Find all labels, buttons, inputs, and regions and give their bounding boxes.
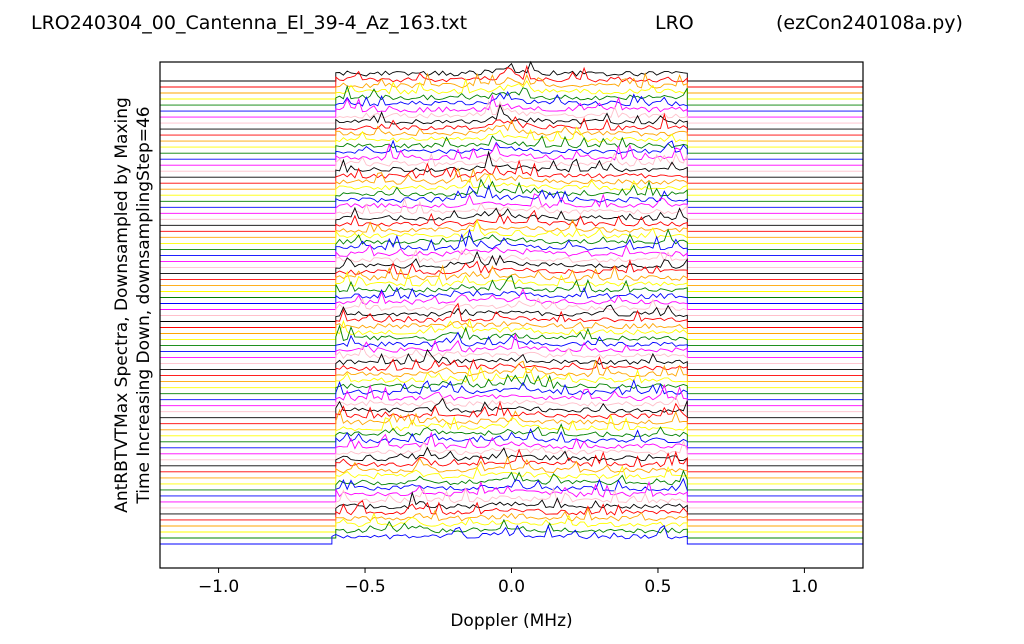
spectrum-trace — [160, 379, 863, 401]
spectrum-trace — [160, 344, 863, 365]
spectrum-trace — [160, 431, 863, 455]
spectrum-trace — [160, 365, 863, 389]
spectrum-trace — [160, 477, 863, 497]
spectrum-trace — [160, 373, 863, 395]
y-axis-label: AntRBTVTMax Spectra, Downsampled by Maxi… — [108, 62, 158, 548]
spectrum-trace — [160, 259, 863, 280]
spectrum-trace — [160, 126, 863, 148]
spectrum-trace — [160, 142, 863, 166]
spectrum-trace — [160, 304, 863, 322]
spectrum-trace — [160, 507, 863, 527]
spectrum-trace — [160, 218, 863, 244]
x-axis-label: Doppler (MHz) — [450, 611, 572, 631]
spectrum-trace — [160, 173, 863, 196]
spectrum-trace — [160, 60, 863, 82]
spectrum-trace — [160, 286, 863, 304]
program-label: (ezCon240108a.py) — [776, 12, 963, 34]
x-tick-label: −1.0 — [198, 577, 239, 597]
spectrum-trace — [160, 348, 863, 371]
spectrum-trace — [160, 332, 863, 359]
spectrum-trace — [160, 469, 863, 491]
spectrum-trace — [160, 428, 863, 449]
spectrum-trace — [160, 197, 863, 220]
x-tick-label: 0.5 — [644, 577, 671, 597]
spectrum-trace — [160, 244, 863, 262]
spectrum-trace — [160, 331, 863, 353]
y-axis-label-line-2: Time Increasing Down, downsamplingStep=4… — [134, 106, 154, 504]
spectrum-trace — [160, 297, 863, 316]
spectrum-trace — [160, 320, 863, 334]
spectrum-trace — [160, 287, 863, 310]
spectrum-trace — [160, 518, 863, 539]
spectrum-trace — [160, 355, 863, 377]
spectrum-trace — [160, 228, 863, 256]
spectrum-trace — [160, 184, 863, 208]
spectrum-trace — [160, 119, 863, 142]
spectrum-trace — [160, 77, 863, 100]
x-tick-label: 0.0 — [498, 577, 525, 597]
spectrum-trace — [160, 209, 863, 232]
spectrum-trace — [160, 193, 863, 214]
x-tick-label: 1.0 — [791, 577, 818, 597]
spectrum-trace — [160, 395, 863, 413]
spectrum-trace — [160, 99, 863, 124]
spectrum-trace — [160, 250, 863, 274]
spectrum-trace — [160, 383, 863, 407]
x-axis-ticks: −1.0 −0.5 0.0 0.5 1.0 — [198, 568, 818, 597]
spectrum-trace — [160, 84, 863, 106]
spectrum-trace — [160, 264, 863, 286]
spectrum-trace — [160, 318, 863, 341]
spectrum-trace — [160, 218, 863, 238]
spectrum-trace — [160, 275, 863, 298]
spectrum-trace — [160, 206, 863, 226]
spectrum-trace — [160, 150, 863, 178]
spectrum-trace — [160, 178, 863, 202]
spectrum-trace — [160, 228, 863, 250]
spectrum-trace — [160, 159, 863, 184]
spectrum-trace — [160, 448, 863, 473]
spectrum-trace — [160, 152, 863, 172]
chart-title: LRO240304_00_Cantenna_El_39-4_Az_163.txt — [31, 12, 468, 34]
spectrum-trace — [160, 408, 863, 431]
y-axis-label-line-1: AntRBTVTMax Spectra, Downsampled by Maxi… — [112, 97, 132, 513]
spectrum-trace — [160, 400, 863, 425]
spectrum-trace — [160, 491, 863, 515]
spectrum-trace — [160, 413, 863, 437]
spectrum-trace — [160, 439, 863, 461]
spectrum-trace — [160, 359, 863, 383]
spectrum-trace — [160, 512, 863, 533]
spectrum-trace — [160, 524, 863, 545]
spectrum-trace — [160, 134, 863, 154]
spectrum-trace — [160, 480, 863, 503]
spectrum-trace — [160, 302, 863, 328]
spectrum-trace — [160, 112, 863, 136]
spectrum-trace — [160, 167, 863, 190]
spectrum-trace — [160, 270, 863, 292]
spectrum-trace — [160, 139, 863, 160]
station-label: LRO — [655, 12, 694, 34]
spectrum-trace — [160, 94, 863, 118]
spectrum-trace — [160, 64, 863, 88]
spectrum-trace — [160, 446, 863, 467]
spectrum-trace — [160, 248, 863, 268]
spectrum-trace — [160, 486, 863, 509]
spectrum-trace — [160, 91, 863, 112]
x-tick-label: −0.5 — [344, 577, 385, 597]
spectrum-trace — [160, 455, 863, 479]
spectra-traces — [160, 60, 863, 545]
spectrum-trace — [160, 72, 863, 94]
spectrum-trace — [160, 423, 863, 443]
spectrum-trace — [160, 500, 863, 521]
spectrum-trace — [160, 397, 863, 419]
